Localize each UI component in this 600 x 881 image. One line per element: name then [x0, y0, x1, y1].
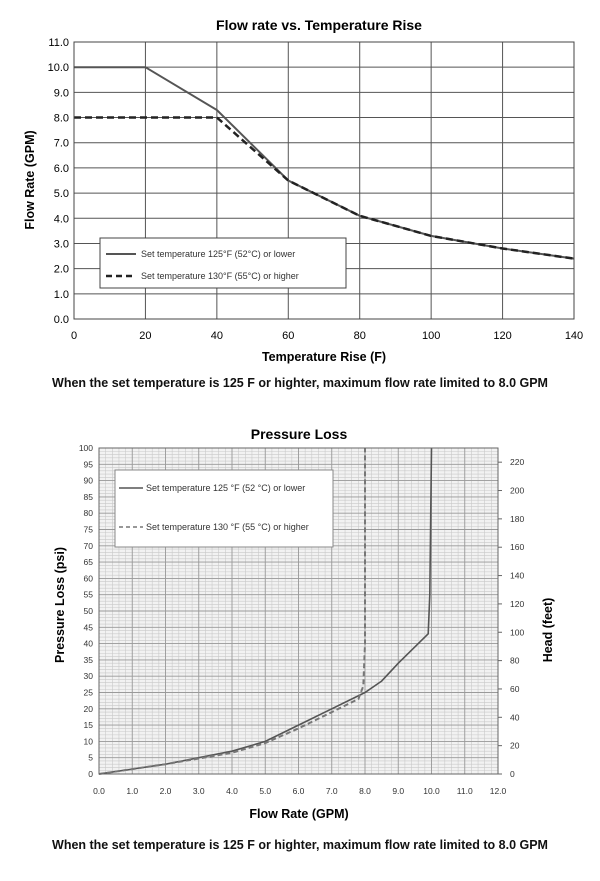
chart2-y-tick-label: 35 — [84, 655, 94, 665]
chart1-y-tick-label: 8.0 — [54, 113, 69, 125]
pressure-loss-caption: When the set temperature is 125 F or hig… — [52, 838, 548, 852]
chart1-x-tick-label: 80 — [354, 330, 366, 342]
chart1-tick-labels: 0 20 40 60 80 100 120 140 0.0 1.0 2.0 3.0 4.0 5.0 6.0 7… — [48, 37, 584, 342]
chart2-x-tick-label: 12.0 — [490, 786, 507, 796]
chart2-series-2-line — [98, 448, 366, 775]
chart2-y2-tick-label: 120 — [510, 599, 524, 609]
chart2-x-tick-label: 2.0 — [160, 786, 172, 796]
chart2-y2-tick-label: 200 — [510, 486, 524, 496]
chart1-x-tick-label: 120 — [493, 330, 511, 342]
chart1-x-tick-label: 20 — [139, 330, 151, 342]
chart2-x-tick-label: 11.0 — [457, 786, 473, 796]
chart1-y-tick-label: 1.0 — [54, 289, 69, 301]
chart2-legend: Set temperature 125 °F (52 °C) or lower … — [114, 469, 334, 548]
chart1-y-tick-label: 0.0 — [54, 314, 69, 326]
chart1-y-tick-label: 6.0 — [54, 163, 69, 175]
chart1-legend-label-2: Set temperature 130°F (55°C) or higher — [141, 271, 299, 281]
chart1-series-lines — [74, 66, 575, 260]
chart2-legend-label-2: Set temperature 130 °F (55 °C) or higher — [146, 522, 309, 532]
chart2-x-tick-label: 5.0 — [259, 786, 271, 796]
chart2-y2-tick-label: 220 — [510, 457, 524, 467]
chart1-x-tick-label: 100 — [422, 330, 440, 342]
chart2-x-tick-label: 0.0 — [93, 786, 105, 796]
flow-rate-caption: When the set temperature is 125 F or hig… — [52, 376, 548, 390]
chart1-x-tick-label: 0 — [71, 330, 77, 342]
chart2-y-tick-label: 90 — [84, 476, 94, 486]
chart2-y2-tick-label: 180 — [510, 514, 524, 524]
chart1-y-axis-label: Flow Rate (GPM) — [23, 130, 37, 229]
chart2-y2-tick-label: 20 — [510, 741, 520, 751]
chart1-x-axis-label: Temperature Rise (F) — [262, 350, 386, 364]
pressure-loss-chart: Pressure Loss 0.0 1.0 2.0 3.0 4.0 5.0 6.0 7.0 8.… — [53, 426, 555, 821]
chart2-y-tick-label: 0 — [88, 769, 93, 779]
chart2-legend-label-1: Set temperature 125 °F (52 °C) or lower — [146, 483, 305, 493]
chart2-series-lines — [98, 447, 433, 775]
chart2-y2-tick-label: 160 — [510, 542, 524, 552]
chart2-tick-labels: 0.0 1.0 2.0 3.0 4.0 5.0 6.0 7.0 8.0 9.0 10.0 11.0 12… — [79, 443, 525, 796]
chart1-legend-label-1: Set temperature 125°F (52°C) or lower — [141, 249, 295, 259]
chart2-y-tick-label: 70 — [84, 541, 94, 551]
chart2-series-1-line — [98, 447, 433, 775]
chart1-y-tick-label: 11.0 — [48, 37, 69, 49]
chart2-x-tick-label: 1.0 — [126, 786, 138, 796]
chart2-y-axis-label: Pressure Loss (psi) — [53, 547, 67, 663]
chart2-y2-tick-label: 60 — [510, 684, 520, 694]
chart2-x-axis-label: Flow Rate (GPM) — [249, 807, 348, 821]
chart2-y-tick-label: 40 — [84, 639, 94, 649]
chart2-y-tick-label: 5 — [88, 753, 93, 763]
chart1-title: Flow rate vs. Temperature Rise — [216, 17, 422, 33]
chart2-y2-tick-label: 0 — [510, 769, 515, 779]
chart1-plot-frame — [73, 41, 575, 320]
chart2-y-tick-label: 25 — [84, 688, 94, 698]
chart2-y-tick-label: 100 — [79, 443, 93, 453]
chart1-x-tick-label: 140 — [565, 330, 583, 342]
chart2-title: Pressure Loss — [251, 426, 348, 442]
chart2-x-tick-label: 4.0 — [226, 786, 238, 796]
chart2-y-tick-label: 75 — [84, 525, 94, 535]
chart2-y-tick-label: 15 — [84, 720, 94, 730]
chart2-y-tick-label: 10 — [84, 736, 94, 746]
chart2-x-tick-label: 7.0 — [326, 786, 338, 796]
chart2-y-tick-label: 65 — [84, 557, 94, 567]
chart1-y-tick-label: 10.0 — [48, 62, 69, 74]
chart1-y-tick-label: 3.0 — [54, 238, 69, 250]
chart2-y-tick-label: 45 — [84, 622, 94, 632]
chart1-x-tick-label: 60 — [282, 330, 294, 342]
chart1-y-tick-label: 4.0 — [54, 213, 69, 225]
chart1-series-2-line — [74, 116, 575, 260]
chart2-x-tick-label: 8.0 — [359, 786, 371, 796]
chart2-y-tick-label: 20 — [84, 704, 94, 714]
chart1-y-tick-label: 5.0 — [54, 188, 69, 200]
chart2-y2-tick-label: 40 — [510, 712, 520, 722]
chart2-y2-tick-label: 140 — [510, 571, 524, 581]
chart1-y-tick-label: 9.0 — [54, 87, 69, 99]
chart2-y-tick-label: 80 — [84, 508, 94, 518]
chart2-y2-tick-label: 100 — [510, 627, 524, 637]
chart1-y-tick-label: 2.0 — [54, 264, 69, 276]
chart2-y-tick-label: 85 — [84, 492, 94, 502]
chart2-legend-box — [114, 469, 334, 548]
chart2-y-tick-label: 55 — [84, 590, 94, 600]
chart1-x-tick-label: 40 — [211, 330, 223, 342]
chart2-y-tick-label: 60 — [84, 573, 94, 583]
chart2-y2-axis-label: Head (feet) — [541, 598, 555, 663]
chart2-y-tick-label: 95 — [84, 459, 94, 469]
chart1-legend: Set temperature 125°F (52°C) or lower Se… — [99, 237, 347, 289]
chart2-y2-tick-label: 80 — [510, 656, 520, 666]
chart1-y-tick-label: 7.0 — [54, 138, 69, 150]
chart2-x-tick-label: 3.0 — [193, 786, 205, 796]
chart1-series-1-line — [74, 66, 575, 260]
flow-rate-chart: Flow rate vs. Temperature Rise 0 20 40 60 80… — [23, 17, 584, 364]
chart2-y-tick-label: 50 — [84, 606, 94, 616]
chart2-x-tick-label: 6.0 — [293, 786, 305, 796]
chart2-y-tick-label: 30 — [84, 671, 94, 681]
chart2-x-tick-label: 10.0 — [423, 786, 440, 796]
chart1-legend-box — [99, 237, 347, 289]
chart2-plot-frame — [98, 447, 499, 775]
chart2-x-tick-label: 9.0 — [392, 786, 404, 796]
